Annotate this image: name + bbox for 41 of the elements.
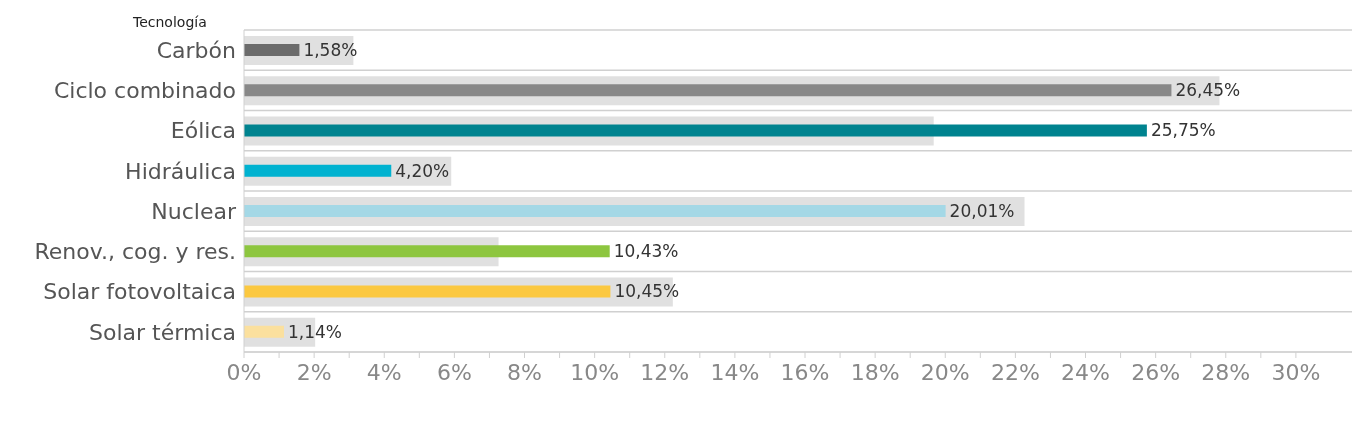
data-label: 20,01% [949, 200, 1015, 221]
bar [244, 285, 611, 298]
bar [244, 164, 392, 177]
data-label: 10,45% [614, 281, 680, 302]
data-label: 4,20% [395, 160, 450, 181]
x-tick-label: 22% [990, 359, 1040, 385]
y-tick-label: Solar fotovoltaica [43, 279, 236, 305]
bar [244, 325, 284, 338]
x-tick-label: 12% [640, 359, 690, 385]
y-tick-label: Ciclo combinado [53, 78, 236, 104]
bar [244, 124, 1147, 137]
x-tick-label: 18% [850, 359, 900, 385]
x-tick-label: 28% [1201, 359, 1251, 385]
data-label: 26,45% [1175, 80, 1241, 101]
x-tick-label: 16% [780, 359, 830, 385]
x-tick-label: 10% [570, 359, 620, 385]
x-tick-label: 30% [1271, 359, 1321, 385]
y-tick-label: Nuclear [151, 198, 237, 224]
x-tick-label: 14% [710, 359, 760, 385]
x-tick-label: 8% [507, 359, 542, 385]
data-label: 1,58% [303, 39, 358, 60]
y-tick-label: Solar térmica [89, 319, 236, 345]
bar [244, 205, 946, 217]
x-tick-label: 2% [296, 359, 332, 385]
y-tick-label: Hidráulica [125, 158, 236, 184]
bar [244, 245, 610, 258]
y-axis-title: Tecnología [133, 14, 207, 30]
data-label: 10,43% [613, 241, 679, 262]
x-tick-label: 20% [920, 359, 970, 385]
x-tick-label: 0% [226, 359, 262, 385]
x-tick-label: 26% [1131, 359, 1181, 385]
bar [244, 84, 1172, 97]
x-tick-label: 24% [1061, 359, 1110, 385]
x-tick-label: 6% [436, 359, 472, 385]
data-label: 1,14% [287, 321, 342, 342]
y-tick-label: Renov., cog. y res. [34, 239, 236, 265]
y-tick-label: Carbón [156, 37, 236, 63]
bar [244, 44, 300, 56]
y-tick-label: Eólica [170, 118, 236, 144]
data-label: 25,75% [1150, 120, 1216, 141]
x-tick-label: 4% [366, 359, 402, 385]
